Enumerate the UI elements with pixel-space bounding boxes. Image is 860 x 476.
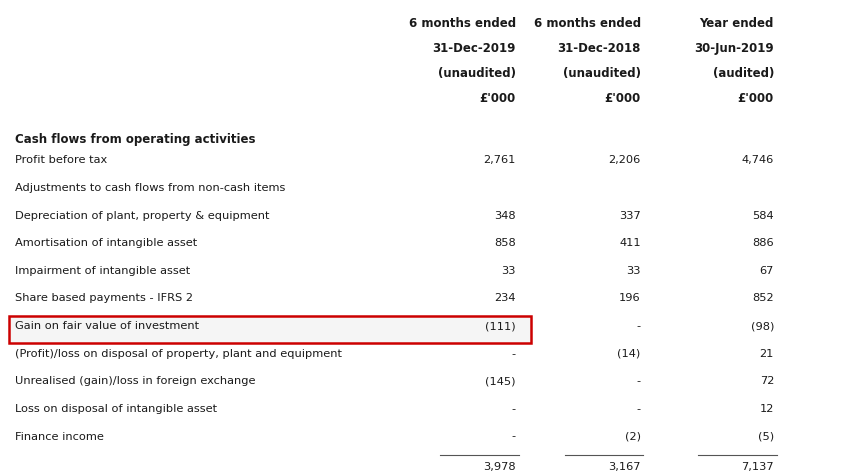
Text: -: -: [636, 377, 641, 387]
Text: Depreciation of plant, property & equipment: Depreciation of plant, property & equipm…: [15, 211, 270, 221]
Text: Gain on fair value of investment: Gain on fair value of investment: [15, 321, 200, 331]
Text: 30-Jun-2019: 30-Jun-2019: [694, 42, 774, 55]
Text: Year ended: Year ended: [700, 17, 774, 30]
Text: (unaudited): (unaudited): [438, 67, 516, 80]
Text: Adjustments to cash flows from non-cash items: Adjustments to cash flows from non-cash …: [15, 183, 286, 193]
Text: (2): (2): [624, 432, 641, 442]
Text: Amortisation of intangible asset: Amortisation of intangible asset: [15, 238, 198, 248]
Text: 2,761: 2,761: [483, 156, 516, 166]
Text: 234: 234: [494, 294, 516, 304]
Text: (111): (111): [485, 321, 516, 331]
Text: 3,978: 3,978: [483, 462, 516, 472]
Text: Loss on disposal of intangible asset: Loss on disposal of intangible asset: [15, 404, 218, 414]
Text: 2,206: 2,206: [609, 156, 641, 166]
Text: (5): (5): [758, 432, 774, 442]
Text: -: -: [636, 321, 641, 331]
Text: 6 months ended: 6 months ended: [408, 17, 516, 30]
Text: 33: 33: [501, 266, 516, 276]
Text: 33: 33: [626, 266, 641, 276]
Text: 886: 886: [752, 238, 774, 248]
Text: Unrealised (gain)/loss in foreign exchange: Unrealised (gain)/loss in foreign exchan…: [15, 377, 256, 387]
Text: -: -: [512, 349, 516, 359]
Text: -: -: [636, 404, 641, 414]
Text: Share based payments - IFRS 2: Share based payments - IFRS 2: [15, 294, 194, 304]
Text: 852: 852: [752, 294, 774, 304]
Text: (145): (145): [486, 377, 516, 387]
Text: -: -: [512, 404, 516, 414]
Text: 67: 67: [759, 266, 774, 276]
Text: 411: 411: [619, 238, 641, 248]
Text: -: -: [512, 432, 516, 442]
Text: 584: 584: [752, 211, 774, 221]
FancyBboxPatch shape: [9, 316, 531, 343]
Text: 6 months ended: 6 months ended: [533, 17, 641, 30]
Text: 7,137: 7,137: [741, 462, 774, 472]
Text: 12: 12: [759, 404, 774, 414]
Text: (98): (98): [751, 321, 774, 331]
Text: 31-Dec-2019: 31-Dec-2019: [433, 42, 516, 55]
Text: (Profit)/loss on disposal of property, plant and equipment: (Profit)/loss on disposal of property, p…: [15, 349, 342, 359]
Text: 31-Dec-2018: 31-Dec-2018: [557, 42, 641, 55]
Text: 348: 348: [494, 211, 516, 221]
Text: 21: 21: [759, 349, 774, 359]
Text: £'000: £'000: [605, 92, 641, 105]
Text: 337: 337: [619, 211, 641, 221]
Text: Impairment of intangible asset: Impairment of intangible asset: [15, 266, 191, 276]
Text: 4,746: 4,746: [741, 156, 774, 166]
Text: 858: 858: [494, 238, 516, 248]
Text: 196: 196: [619, 294, 641, 304]
Text: £'000: £'000: [480, 92, 516, 105]
Text: (unaudited): (unaudited): [562, 67, 641, 80]
Text: £'000: £'000: [738, 92, 774, 105]
Text: (14): (14): [617, 349, 641, 359]
Text: Finance income: Finance income: [15, 432, 104, 442]
Text: Profit before tax: Profit before tax: [15, 156, 108, 166]
Text: Cash flows from operating activities: Cash flows from operating activities: [15, 133, 256, 146]
Text: 3,167: 3,167: [608, 462, 641, 472]
Text: 72: 72: [759, 377, 774, 387]
Text: (audited): (audited): [713, 67, 774, 80]
